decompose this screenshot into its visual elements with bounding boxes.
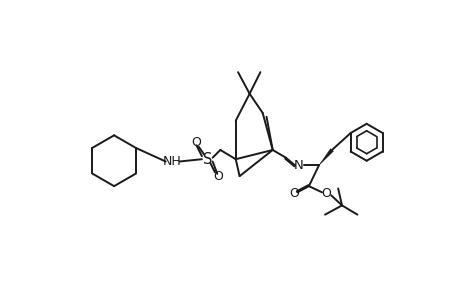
Text: S: S [202,152,212,167]
Text: O: O [289,187,298,200]
Text: N: N [293,159,303,172]
Text: O: O [321,187,331,200]
Polygon shape [318,149,333,165]
Text: NH: NH [163,155,182,168]
Text: O: O [213,169,223,183]
Text: O: O [190,136,200,149]
